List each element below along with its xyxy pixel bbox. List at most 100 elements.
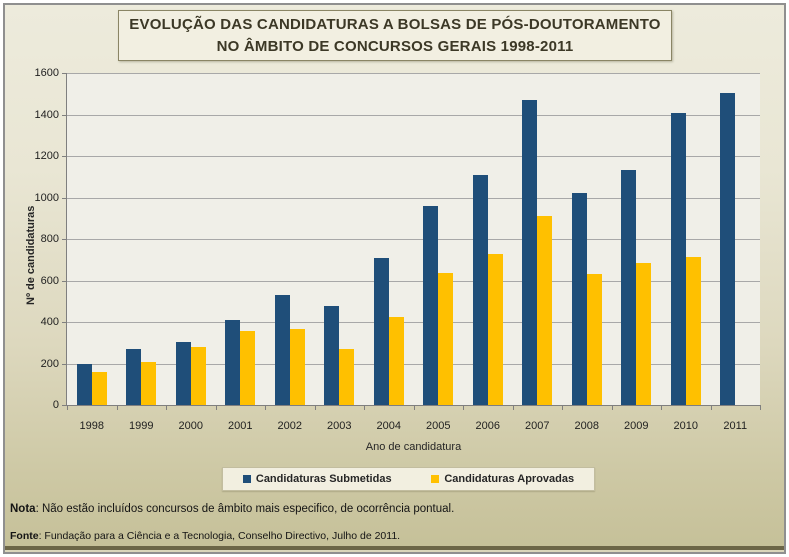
- nota-text: : Não estão incluídos concursos de âmbit…: [35, 503, 455, 515]
- x-tick-4: [265, 406, 266, 410]
- x-tick-label-2009: 2009: [624, 420, 649, 432]
- gridline-400: [67, 322, 760, 323]
- x-tick-12: [661, 406, 662, 410]
- x-tick-label-2004: 2004: [376, 420, 401, 432]
- bar-submetidas-2000: [175, 341, 191, 405]
- y-tick-label-1200: 1200: [34, 150, 59, 162]
- chart-title-line1: EVOLUÇÃO DAS CANDIDATURAS A BOLSAS DE PÓ…: [129, 16, 661, 34]
- y-tick-label-200: 200: [40, 357, 59, 370]
- y-axis-line: [66, 73, 67, 406]
- bar-aprovadas-2005: [438, 273, 454, 405]
- x-tick-label-1998: 1998: [79, 420, 104, 432]
- x-tick-3: [215, 406, 217, 410]
- y-tick-600: [62, 280, 66, 282]
- chart-title-line2: NO ÂMBITO DE CONCURSOS GERAIS 1998-2011: [216, 37, 574, 55]
- gridline-800: [67, 239, 760, 240]
- y-tick-1600: [62, 73, 66, 74]
- y-tick-200: [62, 363, 66, 365]
- bar-submetidas-2008: [571, 193, 587, 405]
- chart-canvas: EVOLUÇÃO DAS CANDIDATURAS A BOLSAS DE PÓ…: [3, 3, 786, 554]
- bar-submetidas-2005: [423, 205, 439, 405]
- bar-aprovadas-2007: [537, 216, 553, 405]
- gridline-1000: [67, 197, 760, 199]
- legend-label-aprovadas: Candidaturas Aprovadas: [444, 473, 575, 485]
- bar-submetidas-2006: [472, 174, 488, 405]
- x-tick-9: [512, 406, 514, 410]
- bar-aprovadas-2001: [240, 331, 256, 405]
- bar-aprovadas-2006: [487, 253, 503, 405]
- legend-item-submetidas: Candidaturas Submetidas: [242, 473, 392, 485]
- bottom-edge-dark: [5, 546, 784, 550]
- legend-swatch-aprovadas: [431, 475, 440, 483]
- y-tick-0: [62, 405, 66, 406]
- legend: Candidaturas Submetidas Candidaturas Apr…: [222, 467, 595, 491]
- y-tick-label-600: 600: [40, 274, 59, 287]
- y-tick-1000: [62, 197, 66, 199]
- bar-submetidas-1998: [76, 363, 92, 405]
- bar-submetidas-2001: [225, 319, 241, 405]
- x-tick-2: [166, 406, 167, 410]
- x-tick-label-2011: 2011: [723, 420, 748, 432]
- chart-title-box: EVOLUÇÃO DAS CANDIDATURAS A BOLSAS DE PÓ…: [118, 10, 672, 61]
- y-tick-label-1000: 1000: [34, 191, 59, 204]
- bar-aprovadas-2004: [388, 316, 404, 405]
- bar-aprovadas-2008: [586, 274, 602, 405]
- nota-label: Nota: [10, 503, 36, 515]
- legend-item-aprovadas: Candidaturas Aprovadas: [431, 473, 574, 485]
- bar-aprovadas-2002: [289, 329, 305, 405]
- bar-submetidas-2011: [720, 92, 736, 405]
- y-tick-1200: [62, 156, 66, 157]
- x-tick-5: [314, 406, 316, 410]
- y-tick-label-400: 400: [40, 316, 59, 328]
- x-tick-13: [710, 406, 712, 410]
- y-tick-400: [62, 322, 66, 323]
- x-tick-label-2001: 2001: [228, 420, 253, 432]
- fonte-label: Fonte: [10, 530, 39, 542]
- gridline-1400: [67, 114, 760, 116]
- bar-submetidas-2007: [522, 99, 538, 405]
- fonte-text: : Fundação para a Ciência e a Tecnologia…: [38, 530, 401, 542]
- bar-submetidas-2010: [670, 113, 686, 405]
- legend-label-submetidas: Candidaturas Submetidas: [255, 473, 392, 485]
- gridline-200: [67, 363, 760, 365]
- y-tick-label-0: 0: [52, 399, 59, 411]
- bar-aprovadas-2009: [636, 262, 652, 405]
- gridline-600: [67, 280, 760, 282]
- bar-submetidas-1999: [126, 348, 142, 405]
- gridline-1600: [67, 73, 760, 74]
- x-tick-10: [562, 406, 563, 410]
- y-tick-label-1600: 1600: [34, 67, 59, 79]
- y-tick-1400: [62, 114, 66, 116]
- x-tick-label-1999: 1999: [129, 420, 154, 432]
- x-tick-11: [611, 406, 613, 410]
- x-tick-7: [413, 406, 415, 410]
- x-tick-label-2010: 2010: [673, 420, 698, 432]
- bar-submetidas-2002: [274, 295, 290, 405]
- x-axis-line: [67, 405, 761, 406]
- x-tick-label-2002: 2002: [277, 420, 302, 432]
- x-tick-label-2003: 2003: [327, 420, 352, 432]
- x-tick-label-2005: 2005: [426, 420, 451, 432]
- x-tick-label-2000: 2000: [178, 420, 203, 432]
- x-tick-6: [364, 406, 365, 410]
- y-tick-label-800: 800: [40, 233, 59, 245]
- x-tick-label-2007: 2007: [525, 420, 550, 432]
- x-tick-label-2006: 2006: [475, 420, 500, 432]
- bottom-edge-light: [5, 550, 784, 552]
- x-tick-0: [67, 406, 68, 410]
- bar-submetidas-2003: [324, 306, 340, 405]
- fonte-line: Fonte: Fundação para a Ciência e a Tecno…: [10, 530, 400, 542]
- bar-aprovadas-2010: [685, 256, 701, 405]
- legend-swatch-submetidas: [242, 475, 251, 483]
- x-tick-14: [760, 406, 761, 410]
- x-tick-1: [116, 406, 118, 410]
- bar-aprovadas-2003: [339, 348, 355, 405]
- x-tick-8: [463, 406, 464, 410]
- bar-aprovadas-2000: [190, 346, 206, 405]
- gridline-1200: [67, 156, 760, 157]
- bar-submetidas-2009: [621, 169, 637, 405]
- bar-aprovadas-1998: [91, 371, 107, 405]
- bar-aprovadas-1999: [141, 362, 157, 405]
- bar-submetidas-2004: [373, 257, 389, 405]
